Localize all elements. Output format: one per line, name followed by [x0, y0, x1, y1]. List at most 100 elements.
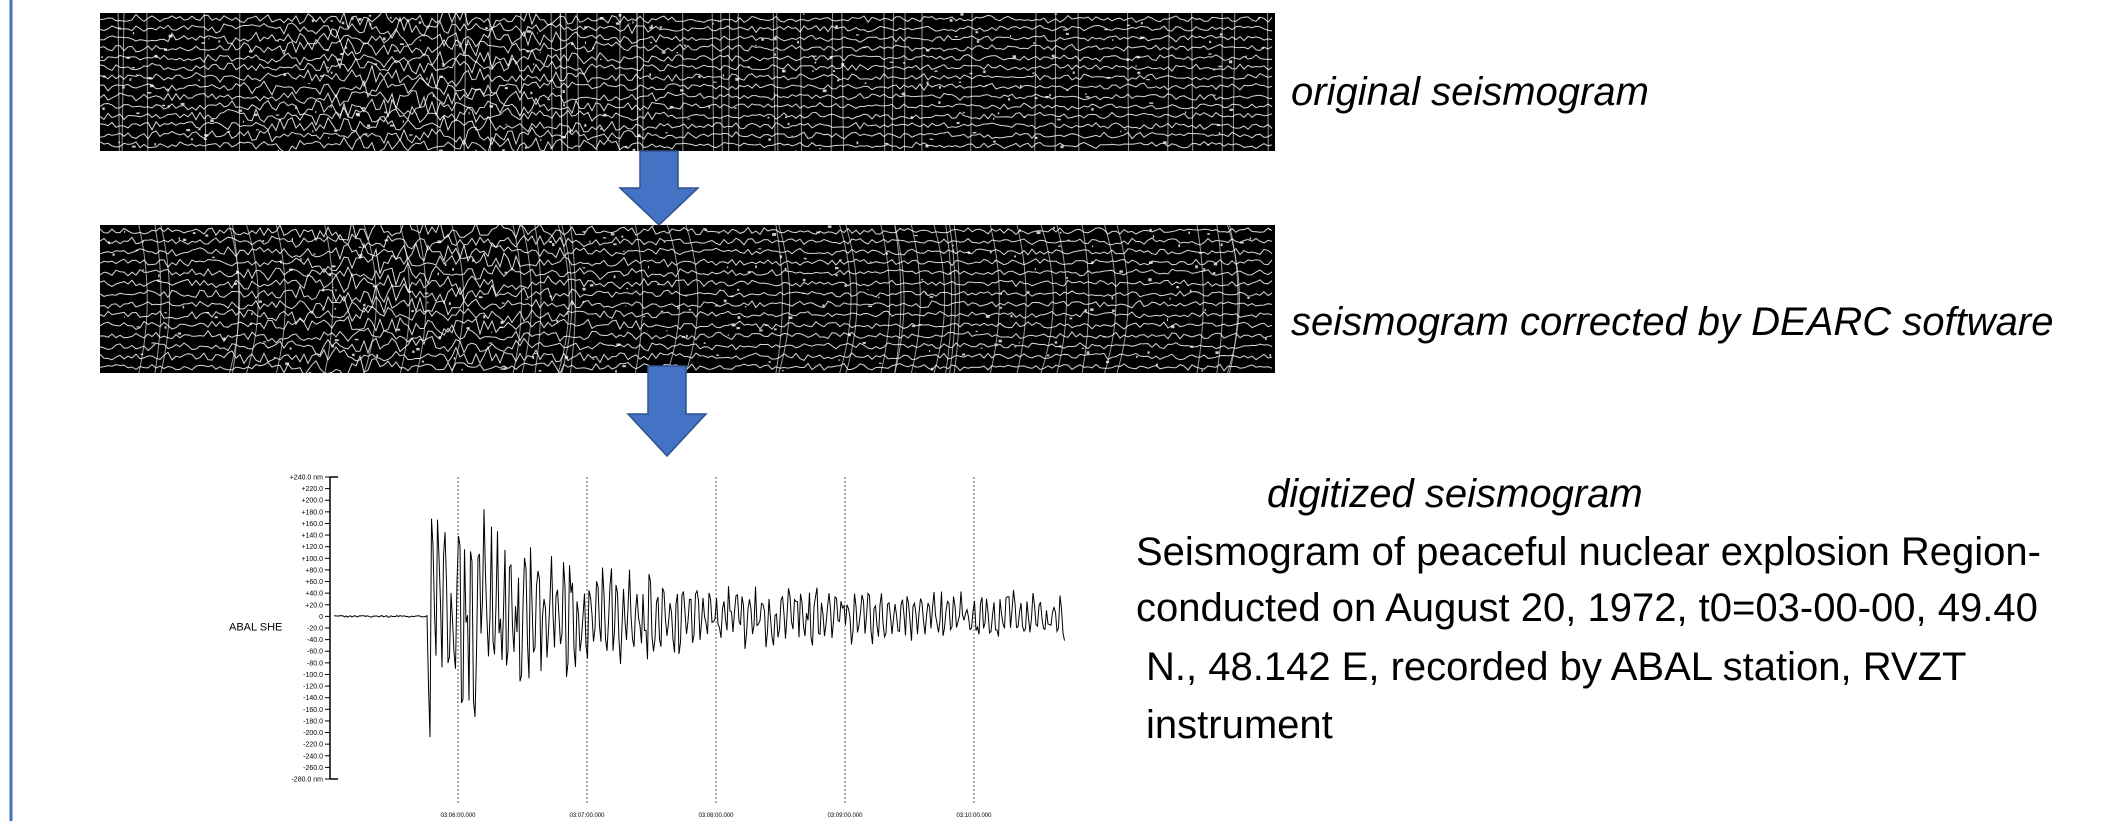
speck [1085, 93, 1087, 96]
speck [218, 40, 221, 43]
speck [273, 303, 275, 305]
speck [534, 352, 537, 355]
speck [626, 287, 629, 290]
y-tick-label: -160.0 [303, 707, 323, 714]
speck [1258, 17, 1260, 20]
speck [1091, 245, 1094, 248]
speck [330, 20, 333, 22]
speck [788, 316, 793, 320]
speck [844, 284, 847, 287]
speck [782, 69, 784, 73]
speck [478, 296, 483, 299]
speck [938, 86, 941, 89]
speck [210, 119, 214, 122]
grid-trace [416, 224, 427, 374]
speck [914, 234, 918, 237]
speck [657, 283, 660, 286]
grid-trace [560, 12, 563, 152]
speck [249, 322, 252, 325]
speck [399, 43, 404, 46]
speck [279, 260, 282, 264]
speck [856, 141, 859, 145]
trace [99, 335, 1273, 356]
speck [331, 265, 336, 268]
grid-trace [666, 224, 681, 374]
speck [1085, 96, 1090, 98]
speck [393, 50, 398, 52]
speck [136, 326, 140, 328]
speck [822, 89, 827, 93]
speck [236, 270, 239, 274]
speck [234, 282, 237, 285]
trace [99, 305, 1273, 326]
speck [437, 272, 440, 276]
speck [427, 301, 429, 304]
speck [910, 116, 913, 120]
speck [448, 302, 451, 305]
speck [408, 291, 411, 293]
speck [1063, 29, 1068, 31]
speck [735, 77, 739, 81]
speck [1146, 79, 1150, 81]
speck [687, 118, 691, 120]
speck [182, 305, 185, 309]
speck [330, 105, 332, 109]
speck [1112, 39, 1114, 42]
speck [827, 225, 832, 228]
speck [1169, 297, 1171, 300]
speck [993, 140, 996, 143]
speck [203, 138, 207, 141]
speck [589, 284, 594, 287]
speck [1195, 265, 1198, 269]
speck [712, 22, 714, 25]
speck [703, 342, 706, 344]
speck [967, 251, 971, 255]
speck [504, 271, 508, 274]
speck [785, 116, 787, 119]
speck [424, 292, 429, 295]
speck [330, 71, 333, 74]
speck [758, 248, 762, 250]
y-tick-label: +180.0 [301, 509, 323, 516]
grid-trace [903, 12, 906, 152]
speck [1184, 111, 1187, 114]
trace [99, 282, 1273, 305]
speck [536, 32, 538, 34]
speck [525, 298, 528, 300]
speck [637, 134, 641, 137]
speck [177, 332, 182, 335]
speck [962, 353, 966, 356]
speck [1213, 94, 1216, 96]
speck [1090, 308, 1094, 312]
speck [1059, 231, 1062, 234]
y-tick-label: +200.0 [301, 498, 323, 505]
speck [178, 237, 181, 240]
speck [650, 41, 653, 44]
speck [132, 32, 135, 35]
speck [102, 75, 106, 78]
speck [416, 347, 420, 351]
speck [311, 19, 315, 23]
speck [599, 16, 604, 20]
speck [426, 77, 428, 81]
speck [972, 131, 977, 134]
speck [1008, 98, 1011, 101]
speck [438, 336, 441, 339]
grid-trace [775, 224, 783, 374]
speck [649, 73, 652, 77]
speck [275, 114, 280, 116]
speck [952, 244, 954, 247]
grid-trace [146, 12, 149, 152]
speck [833, 70, 836, 73]
speck [774, 53, 776, 56]
speck [1047, 354, 1050, 357]
speck [784, 267, 787, 271]
speck [1057, 118, 1061, 121]
speck [319, 75, 324, 77]
speck [326, 66, 329, 69]
speck [277, 39, 279, 42]
speck [847, 333, 851, 337]
speck [256, 129, 259, 131]
speck [1124, 128, 1127, 131]
